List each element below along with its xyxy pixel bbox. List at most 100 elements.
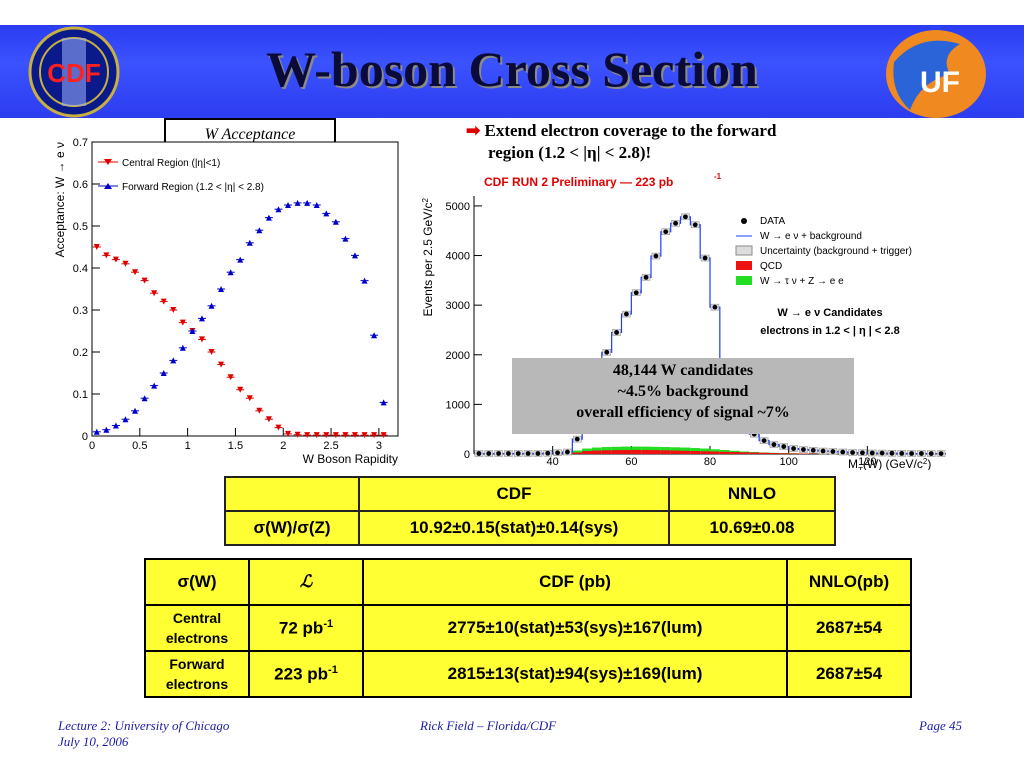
data-point (938, 451, 944, 457)
bullet-line1: Extend electron coverage to the forward (484, 121, 777, 140)
bullet-line2: region (1.2 < |η| < 2.8)! (488, 143, 652, 162)
data-point (361, 432, 368, 439)
y-tick-label: 0 (82, 431, 88, 443)
data-point (112, 422, 119, 429)
data-point (141, 277, 148, 284)
legend-marker (736, 261, 752, 270)
y-tick-label: 0.5 (73, 221, 88, 233)
title-band (0, 25, 1024, 118)
x-tick-label: 60 (625, 456, 637, 468)
transverse-mass-plot: CDF RUN 2 Preliminary — 223 pb -1 40 60 80 10… (421, 172, 946, 470)
qcd-bar (690, 451, 701, 454)
data-point (103, 252, 110, 259)
data-point (265, 416, 272, 423)
plot-frame (91, 141, 399, 437)
x-tick-label: 1.5 (228, 440, 243, 452)
qcd-bar (611, 450, 622, 454)
qcd-bar (651, 450, 661, 454)
annotation: electrons in 1.2 < | η | < 2.8 (760, 325, 899, 337)
data-point (663, 229, 669, 235)
data-point (351, 432, 358, 439)
data-point (246, 395, 253, 402)
data-point (761, 438, 767, 444)
table-row: Central electrons 72 pb-1 2775±10(stat)±5… (144, 604, 912, 652)
data-point (179, 344, 186, 351)
arrow-icon: ➡ (466, 121, 481, 140)
data-point (323, 432, 330, 439)
footer-left: Lecture 2: University of Chicago July 10… (58, 718, 229, 750)
table-cell: 72 pb-1 (248, 604, 364, 652)
data-point (218, 286, 225, 292)
table-cell: 2815±13(stat)±94(sys)±169(lum) (362, 650, 788, 698)
table-cell: NNLO (668, 476, 836, 512)
qcd-bar (601, 450, 612, 454)
row-label-line2: electrons (165, 676, 229, 692)
data-point (371, 332, 378, 339)
y-axis-label: Events per 2.5 GeV/c2 (421, 197, 436, 316)
data-point (313, 432, 320, 439)
qcd-bar (710, 451, 720, 454)
legend-marker (741, 218, 747, 224)
data-point (294, 431, 301, 438)
data-point (889, 450, 895, 456)
data-point (791, 446, 796, 451)
legend-label: Forward Region (1.2 < |η| < 2.8) (122, 182, 264, 193)
data-point (208, 349, 215, 355)
data-point (525, 451, 531, 456)
data-point (294, 199, 301, 206)
data-point (132, 269, 139, 276)
data-point (624, 311, 629, 317)
y-tick-label: 0 (464, 449, 470, 461)
legend-label: QCD (760, 261, 782, 272)
data-point (820, 448, 826, 454)
qcd-bar (719, 451, 730, 454)
qcd-bar (582, 451, 592, 454)
data-point (545, 450, 551, 456)
y-tick-label: 0.7 (73, 137, 88, 149)
table-cell: Forward electrons (144, 650, 250, 698)
x-tick-label: 1 (185, 440, 191, 452)
lumi-exponent: -1 (328, 663, 338, 676)
legend-label: Uncertainty (background + trigger) (760, 246, 912, 257)
x-tick-label: 3 (376, 440, 382, 452)
table-row: Forward electrons 223 pb-1 2815±13(stat)±… (144, 650, 912, 698)
x-axis-label: W Boson Rapidity (303, 452, 398, 466)
table-cell: 2775±10(stat)±53(sys)±167(lum) (362, 604, 788, 652)
data-point (122, 416, 129, 423)
data-point (928, 451, 934, 457)
annotation: W → e ν Candidates (777, 307, 882, 319)
row-label-line1: Forward (169, 656, 225, 672)
legend-marker (735, 245, 753, 256)
data-point (535, 451, 541, 456)
data-point (361, 277, 368, 284)
data-point (93, 244, 100, 250)
plot-title-exponent: -1 (714, 172, 722, 181)
data-point (565, 449, 570, 455)
data-point (486, 451, 492, 456)
data-point (692, 222, 698, 228)
candidates-box: 48,144 W candidates ~4.5% background ove… (512, 358, 854, 434)
header: CDF W-boson Cross Section UF (0, 0, 1024, 118)
data-point (160, 370, 167, 376)
ratio-table: CDF NNLO σ(W)/σ(Z) 10.92±0.15(stat)±0.14… (224, 476, 836, 546)
data-point (275, 424, 282, 431)
data-point (227, 374, 234, 381)
table-cell (224, 476, 360, 512)
qcd-bar (700, 451, 710, 454)
qcd-bar (680, 450, 691, 454)
data-point (840, 449, 846, 455)
data-point (132, 407, 139, 414)
table-cell: Central electrons (144, 604, 250, 652)
x-tick-label: 0.5 (132, 440, 147, 452)
data-point (103, 426, 110, 433)
table-cell: ℒ (248, 558, 364, 606)
data-point (643, 274, 649, 280)
table-row: σ(W) ℒ CDF (pb) NNLO(pb) (144, 558, 912, 606)
data-point (702, 255, 708, 261)
data-point (830, 449, 836, 454)
x-tick-label: 40 (547, 456, 559, 468)
cross-section-table: σ(W) ℒ CDF (pb) NNLO(pb) Central electron… (144, 558, 912, 698)
data-point (265, 214, 272, 221)
table-row: CDF NNLO (224, 476, 836, 512)
data-point (476, 451, 482, 456)
